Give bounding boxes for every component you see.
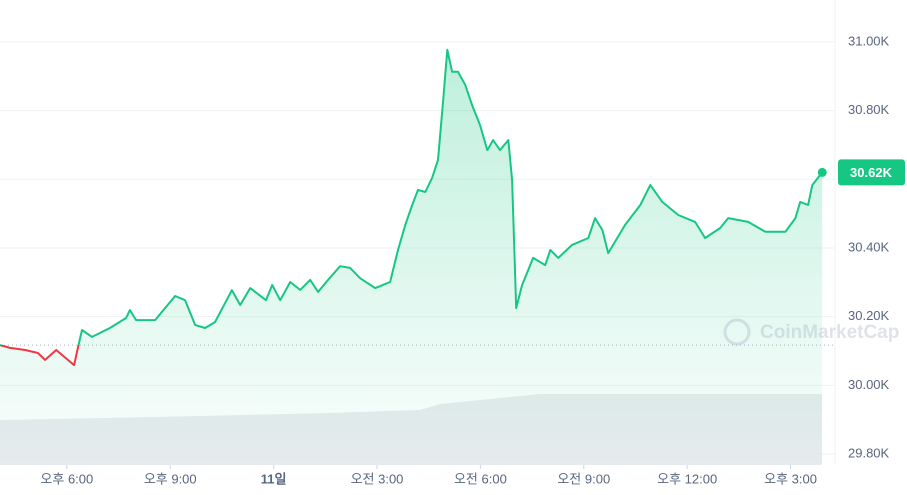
- last-price-label: 30.62K: [850, 165, 893, 180]
- price-area: [0, 49, 823, 466]
- plot: [0, 48, 835, 466]
- x-tick-label: 오후 9:00: [144, 471, 197, 486]
- watermark-text: CoinMarketCap: [760, 322, 899, 343]
- y-tick-label: 30.20K: [848, 308, 890, 323]
- y-tick-label: 30.00K: [848, 377, 890, 392]
- x-tick-label: 오후 12:00: [657, 471, 717, 486]
- y-tick-label: 30.40K: [848, 239, 890, 254]
- last-point: [817, 167, 827, 177]
- x-tick-label: 11일: [261, 471, 287, 486]
- y-tick-label: 29.80K: [848, 445, 890, 460]
- last-price-badge: [838, 159, 905, 186]
- x-tick-label: 오전 3:00: [351, 471, 404, 486]
- price-line: [0, 48, 823, 367]
- watermark-logo: [723, 318, 751, 346]
- x-tick-label: 오후 6:00: [40, 471, 93, 486]
- labels: 29.80K30.00K30.20K30.40K30.60K30.80K31.0…: [40, 33, 905, 486]
- x-tick-label: 오전 6:00: [454, 471, 507, 486]
- x-tick-label: 오전 9:00: [557, 471, 610, 486]
- x-tick-label: 오후 3:00: [764, 471, 817, 486]
- y-tick-label: 30.80K: [848, 102, 890, 117]
- watermark: CoinMarketCap: [723, 318, 899, 346]
- y-tick-label: 31.00K: [848, 33, 890, 48]
